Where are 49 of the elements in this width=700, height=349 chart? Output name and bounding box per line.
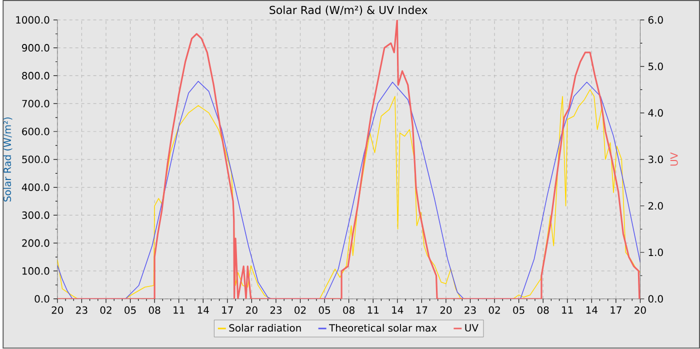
x-tick-label: 08: [537, 306, 549, 314]
x-tick-label: 14: [392, 306, 404, 314]
x-tick-label: 08: [148, 306, 160, 314]
x-tick-label: 14: [586, 306, 598, 314]
x-tick-label: 11: [174, 306, 184, 314]
x-tick-label: 02: [294, 306, 306, 314]
x-tick-label: 11: [368, 306, 379, 314]
y-axis-title: Solar Rad (W/m²): [3, 118, 12, 202]
y-tick-label: 300.0: [22, 212, 50, 220]
x-tick-label: 17: [416, 306, 428, 314]
x-tick-label: 05: [124, 306, 136, 314]
y-tick-label: 500.0: [22, 156, 50, 164]
x-tick-label: 23: [270, 306, 282, 314]
y-tick-label: 200.0: [22, 239, 50, 247]
x-tick-label: 17: [610, 306, 622, 314]
x-tick-label: 02: [488, 306, 500, 314]
x-tick-label: 23: [76, 306, 88, 314]
x-tick-label: 20: [634, 306, 646, 314]
y2-tick-label: 6.0: [648, 16, 663, 24]
x-tick-label: 05: [513, 306, 524, 314]
y2-axis-title: UV: [670, 152, 678, 166]
y-tick-label: 400.0: [22, 184, 50, 192]
legend-label: Theoretical solar max: [329, 324, 437, 332]
chart-title: Solar Rad (W/m²) & UV Index: [270, 6, 428, 16]
legend-label: UV: [465, 324, 478, 332]
x-tick-label: 23: [464, 306, 476, 314]
y-tick-label: 1000.0: [16, 16, 50, 24]
y2-tick-label: 1.0: [648, 248, 663, 256]
x-tick-label: 20: [440, 306, 452, 314]
x-tick-label: 11: [562, 306, 573, 314]
y2-tick-label: 3.0: [648, 156, 663, 164]
y2-tick-label: 2.0: [648, 202, 663, 210]
y-tick-label: 900.0: [22, 44, 50, 52]
x-tick-label: 14: [198, 306, 209, 314]
x-tick-label: 08: [343, 306, 354, 314]
x-tick-label: 20: [246, 306, 258, 314]
legend-label: Solar radiation: [229, 324, 301, 332]
x-tick-label: 02: [100, 306, 112, 314]
y-tick-label: 600.0: [22, 128, 50, 136]
y-tick-label: 800.0: [22, 72, 50, 80]
y2-tick-label: 4.0: [648, 109, 663, 117]
y-tick-label: 100.0: [22, 267, 50, 275]
y-tick-label: 700.0: [22, 100, 50, 108]
y2-tick-label: 5.0: [648, 62, 663, 70]
y2-tick-label: 0.0: [648, 295, 663, 303]
x-tick-label: 05: [318, 306, 330, 314]
y-tick-label: 0.0: [34, 295, 50, 303]
x-tick-label: 17: [222, 306, 233, 314]
x-tick-label: 20: [52, 306, 64, 314]
